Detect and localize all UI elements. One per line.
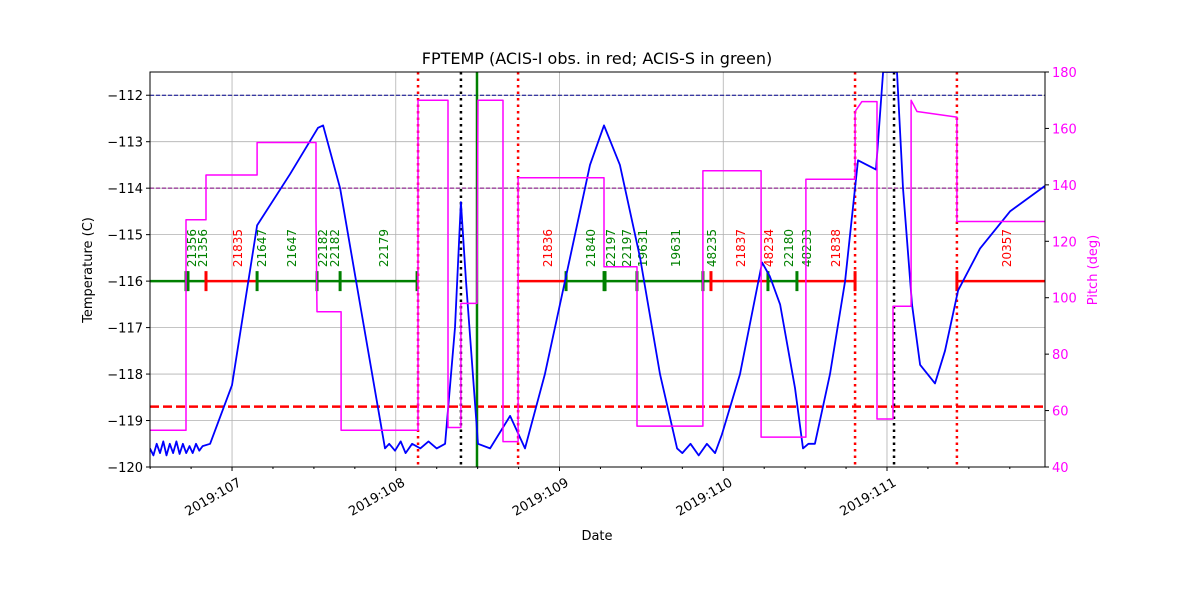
obs-label: 48235: [705, 229, 719, 267]
y-axis-label: Temperature (C): [81, 217, 96, 324]
x-tick-label: 2019:111: [838, 475, 899, 519]
axes-frame: [149, 71, 1046, 468]
y-tick-label: −113: [107, 136, 143, 151]
x-tick-label: 2019:107: [183, 475, 244, 519]
y2-tick-label: 180: [1052, 66, 1077, 81]
obs-label: 22182: [328, 229, 342, 267]
obs-label: 21835: [231, 229, 245, 267]
y-tick-label: −115: [107, 229, 143, 244]
y2-tick-label: 80: [1052, 348, 1069, 363]
y-tick-label: −117: [107, 322, 143, 337]
obs-label: 22197: [604, 229, 618, 267]
obs-label: 22197: [620, 229, 634, 267]
y-tick-label: −118: [107, 368, 143, 383]
temperature-line: [150, 72, 1045, 457]
y2-tick-label: 120: [1052, 235, 1077, 250]
y2-axis-label: Pitch (deg): [1086, 235, 1101, 305]
obs-label: 19631: [669, 229, 683, 267]
y2-tick-label: 140: [1052, 179, 1077, 194]
x-tick-label: 2019:108: [346, 475, 407, 519]
y2-tick-label: 40: [1052, 461, 1069, 476]
obs-label: 21840: [584, 229, 598, 267]
obs-label: 21356: [196, 229, 210, 267]
obs-label: 22179: [377, 229, 391, 267]
chart-title: FPTEMP (ACIS-I obs. in red; ACIS-S in gr…: [422, 49, 772, 68]
obs-label: 22182: [316, 229, 330, 267]
x-tick-label: 2019:110: [674, 475, 735, 519]
obs-label: 21647: [255, 229, 269, 267]
obs-label: 21837: [734, 229, 748, 267]
y2-tick-label: 160: [1052, 122, 1077, 137]
y2-tick-label: 100: [1052, 292, 1077, 307]
y-tick-label: −120: [107, 461, 143, 476]
obs-label: 21836: [541, 229, 555, 267]
y-tick-label: −112: [107, 89, 143, 104]
obs-label: 22180: [782, 229, 796, 267]
obs-label: 21647: [285, 229, 299, 267]
obs-label: 21838: [829, 229, 843, 267]
y2-tick-label: 60: [1052, 405, 1069, 420]
obs-label: 48234: [762, 229, 776, 267]
obs-label: 20357: [1000, 229, 1014, 267]
obs-label: 48233: [800, 229, 814, 267]
y-tick-label: −119: [107, 415, 143, 430]
y-tick-label: −116: [107, 275, 143, 290]
y-tick-label: −114: [107, 182, 143, 197]
x-axis-label: Date: [581, 529, 612, 544]
obs-label: 21356: [185, 229, 199, 267]
pitch-line: [150, 99, 1045, 443]
x-tick-label: 2019:109: [510, 475, 571, 519]
